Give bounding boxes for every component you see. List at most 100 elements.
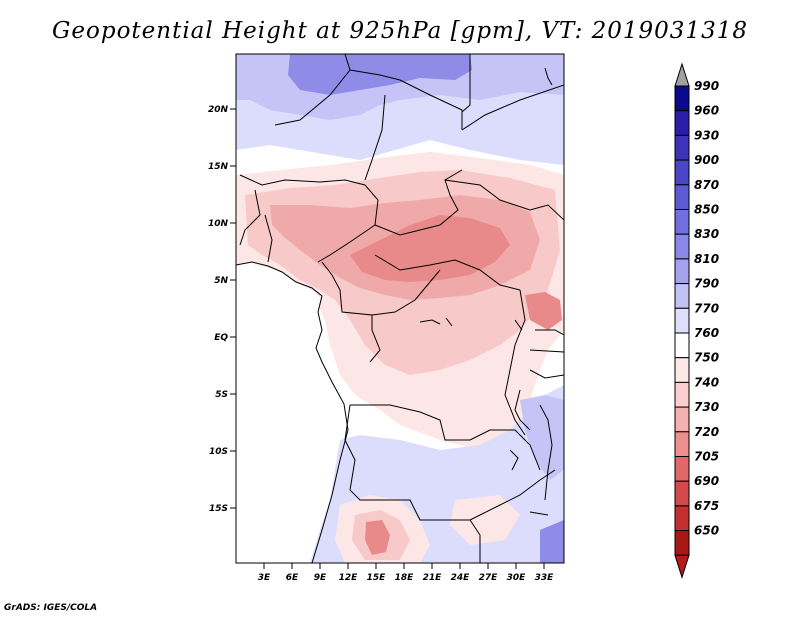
colorbar-label-990: 990: [694, 79, 719, 93]
map-frame: [235, 53, 565, 564]
colorbar-label-650: 650: [694, 524, 719, 538]
colorbar-label-720: 720: [694, 425, 719, 439]
colorbar-label-730: 730: [694, 400, 719, 414]
coastline-west: [236, 261, 349, 563]
border-north-1: [274, 54, 351, 126]
coast-east: [544, 67, 553, 86]
lon-label-30e: 30E: [507, 573, 527, 583]
lake-2: [445, 317, 453, 327]
contour-se-pink: [450, 495, 520, 545]
colorbar-swatch-740: [674, 381, 690, 408]
colorbar-label-930: 930: [694, 128, 719, 142]
border-west-2: [264, 214, 273, 263]
border-north-3: [461, 54, 471, 113]
colorbar-swatch-870: [674, 184, 690, 211]
lat-label-10n: 10N: [208, 219, 229, 229]
border-zambia: [469, 469, 556, 521]
colorbar-swatch-770: [674, 307, 690, 334]
atlantic-ocean: [236, 264, 345, 563]
colorbar-label-790: 790: [694, 277, 719, 291]
colorbar-swatch-730: [674, 406, 690, 433]
lon-label-12e: 12E: [339, 573, 359, 583]
lake-4: [529, 511, 549, 516]
border-sahel-1: [239, 174, 379, 226]
colorbar-swatch-850: [674, 209, 690, 235]
lon-label-24e: 24E: [451, 573, 471, 583]
colorbar-swatch-760: [674, 332, 690, 359]
lat-label-10s: 10S: [209, 447, 228, 457]
grads-credit: GrADS: IGES/COLA: [4, 603, 98, 613]
lon-label-9e: 9E: [314, 573, 327, 583]
border-congo: [371, 269, 441, 316]
lon-ticks: [263, 563, 545, 569]
lat-ticks: [230, 108, 236, 509]
colorbar-label-750: 750: [694, 351, 719, 365]
colorbar-label-705: 705: [694, 450, 719, 464]
contour-southeast-deep-blue: [540, 520, 564, 563]
lat-label-20n: 20N: [208, 105, 229, 115]
lake-5: [514, 319, 523, 331]
colorbar-label-690: 690: [694, 474, 719, 488]
colorbar-swatch-900: [674, 159, 690, 186]
lat-label-15s: 15S: [209, 504, 228, 514]
colorbar-swatch-930: [674, 134, 690, 161]
colorbar-swatch-750: [674, 357, 690, 383]
colorbar-swatch-705: [674, 456, 690, 482]
lon-label-21e: 21E: [423, 573, 443, 583]
lon-label-33e: 33E: [535, 573, 555, 583]
colorbar-label-830: 830: [694, 227, 719, 241]
border-drc-south: [350, 404, 541, 471]
border-car-south: [374, 254, 521, 291]
colorbar-swatch-790: [674, 283, 690, 309]
border-sahel-2: [317, 224, 376, 263]
colorbar-top-arrow: [674, 62, 690, 87]
lake-1: [419, 319, 441, 325]
colorbar-label-810: 810: [694, 252, 719, 266]
border-lake-1: [514, 389, 531, 431]
colorbar-label-850: 850: [694, 203, 719, 217]
lat-label-15n: 15N: [208, 162, 229, 172]
border-sudan: [444, 179, 564, 221]
lon-label-3e: 3E: [258, 573, 271, 583]
country-borders: [236, 54, 564, 563]
border-angola: [344, 404, 481, 563]
contour-east-red: [525, 292, 562, 330]
colorbar-swatch-690: [674, 480, 690, 507]
chart-title: Geopotential Height at 925hPa [gpm], VT:…: [52, 18, 748, 44]
colorbar-label-740: 740: [694, 375, 719, 389]
colorbar-label-675: 675: [694, 499, 719, 513]
colorbar-label-770: 770: [694, 301, 719, 315]
border-east-africa: [529, 329, 564, 379]
colorbar-swatch-675: [674, 505, 690, 532]
colorbar-swatch-650: [674, 530, 690, 556]
colorbar-swatch-960: [674, 110, 690, 136]
contour-south-red: [365, 520, 390, 555]
border-west-1: [239, 189, 261, 246]
colorbar-label-760: 760: [694, 326, 719, 340]
lon-label-15e: 15E: [367, 573, 387, 583]
colorbar-label-900: 900: [694, 153, 719, 167]
colorbar-swatch-720: [674, 431, 690, 457]
contour-southeast-mid-blue: [520, 395, 564, 480]
colorbar-label-870: 870: [694, 178, 719, 192]
colorbar-swatch-810: [674, 258, 690, 285]
colorbar: 990 960 930 900 870 850 830 810 790 770 760 750 740 7…: [674, 62, 719, 579]
border-lake-2: [539, 404, 553, 501]
colorbar-label-960: 960: [694, 104, 719, 118]
lake-3: [509, 449, 519, 471]
border-north-2: [349, 69, 463, 130]
lat-label-5s: 5S: [215, 390, 228, 400]
lon-label-27e: 27E: [479, 573, 499, 583]
contour-land-red: [350, 215, 510, 282]
border-cameroon: [321, 261, 381, 363]
lat-label-eq: EQ: [214, 333, 228, 343]
lon-label-6e: 6E: [286, 573, 299, 583]
lon-label-18e: 18E: [395, 573, 415, 583]
border-north-4: [364, 94, 386, 181]
border-drc-east: [504, 289, 526, 436]
border-east-1: [461, 84, 564, 131]
colorbar-bottom-arrow: [674, 554, 690, 579]
colorbar-swatch-990: [674, 85, 690, 112]
lat-label-5n: 5N: [214, 276, 228, 286]
